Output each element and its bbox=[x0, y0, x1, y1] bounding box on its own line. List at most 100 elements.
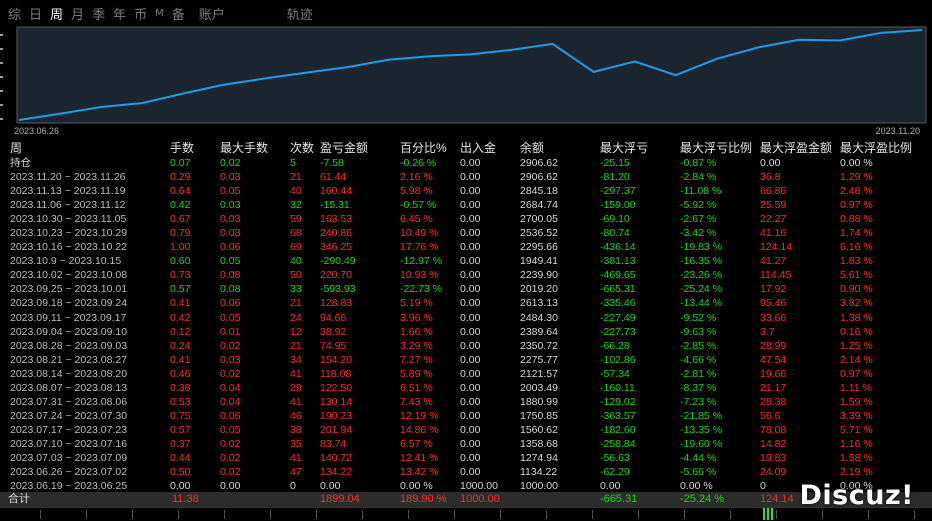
cell-pnl: 122.50 bbox=[320, 381, 352, 395]
tab-year[interactable]: 年 bbox=[113, 4, 126, 23]
cell-max-fp-pct: 3.39 % bbox=[840, 409, 873, 423]
cell-balance: 2121.57 bbox=[520, 367, 558, 381]
cell-balance: 1274.94 bbox=[520, 451, 558, 465]
cell-max-fp-pct: 0.90 % bbox=[840, 282, 873, 296]
col-lots-header[interactable]: 手数 bbox=[170, 141, 194, 156]
cell-balance: 1134.22 bbox=[520, 465, 557, 479]
cell-flow: 0.00 bbox=[460, 339, 480, 353]
col-max-float-profit-header[interactable]: 最大浮盈金额 bbox=[760, 141, 832, 156]
cell-pct: 10.93 % bbox=[400, 268, 439, 282]
cell-max-dd-pct: -3.42 % bbox=[680, 226, 716, 240]
tab-account[interactable]: 账户 bbox=[199, 4, 225, 23]
cell-balance: 2350.72 bbox=[520, 339, 558, 353]
cell-pct: -0.57 % bbox=[400, 198, 436, 212]
cell-max-lots: 0.02 bbox=[220, 367, 240, 381]
cell-pnl: 190.23 bbox=[320, 409, 352, 423]
cell-max-dd-pct: -2.85 % bbox=[680, 339, 716, 353]
cell-count: 40 bbox=[290, 184, 302, 198]
cell-max-dd: -227.49 bbox=[600, 311, 636, 325]
tab-week[interactable]: 周 bbox=[50, 4, 63, 23]
cell-pct: 1.66 % bbox=[400, 325, 433, 339]
cell-week: 2023.06.26 ~ 2023.07.02 bbox=[10, 465, 127, 479]
cell-lots: 0.73 bbox=[170, 268, 190, 282]
tab-day[interactable]: 日 bbox=[29, 4, 42, 23]
col-max-drawdown-header[interactable]: 最大浮亏 bbox=[600, 141, 648, 156]
cell-flow: 0.00 bbox=[460, 226, 480, 240]
col-balance-header[interactable]: 余额 bbox=[520, 141, 544, 156]
col-pnl-header[interactable]: 盈亏金额 bbox=[320, 141, 368, 156]
cell-pct: 3.29 % bbox=[400, 339, 433, 353]
cell-count: 29 bbox=[290, 381, 302, 395]
cell-max-dd-pct: -9.52 % bbox=[680, 311, 716, 325]
col-max-drawdown-pct-header[interactable]: 最大浮亏比例 bbox=[680, 141, 752, 156]
cell-flow: 0.00 bbox=[460, 367, 480, 381]
cell-max-fp-pct: 1.59 % bbox=[840, 395, 873, 409]
tab-currency[interactable]: 币 bbox=[134, 4, 147, 23]
tab-overview[interactable]: 综 bbox=[8, 4, 21, 23]
cell-max-lots: 0.06 bbox=[220, 240, 240, 254]
cell-balance: 2389.64 bbox=[520, 325, 558, 339]
col-week-header[interactable]: 周 bbox=[10, 141, 22, 156]
cell-week: 2023.10.16 ~ 2023.10.22 bbox=[10, 240, 127, 254]
cell-max-fp: 24.09 bbox=[760, 465, 786, 479]
cell-count: 46 bbox=[290, 409, 302, 423]
col-max-lots-header[interactable]: 最大手数 bbox=[220, 141, 268, 156]
col-pct-header[interactable]: 百分比% bbox=[400, 141, 447, 156]
cell-pct: 17.76 % bbox=[400, 240, 439, 254]
tab-month[interactable]: 月 bbox=[71, 4, 84, 23]
col-max-float-profit-pct-header[interactable]: 最大浮盈比例 bbox=[840, 141, 912, 156]
tab-notes[interactable]: 备 bbox=[172, 4, 185, 23]
cell-max-lots: 0.08 bbox=[220, 268, 240, 282]
cell-max-fp-pct: 2.14 % bbox=[840, 353, 873, 367]
tab-trajectory[interactable]: 轨迹 bbox=[287, 4, 313, 23]
cell-week: 2023.10.30 ~ 2023.11.05 bbox=[10, 212, 126, 226]
cell-max-dd-pct: -9.63 % bbox=[680, 325, 716, 339]
cell-week: 2023.10.02 ~ 2023.10.08 bbox=[10, 268, 127, 282]
cell-pct: 6.45 % bbox=[400, 212, 433, 226]
tab-m[interactable]: M bbox=[155, 8, 164, 19]
cell-lots: 0.64 bbox=[170, 184, 190, 198]
col-flow-header[interactable]: 出入金 bbox=[460, 141, 496, 156]
cell-max-dd: -66.28 bbox=[600, 339, 630, 353]
cell-week: 2023.10.23 ~ 2023.10.29 bbox=[10, 226, 127, 240]
tab-quarter[interactable]: 季 bbox=[92, 4, 105, 23]
cell-max-dd: -335.46 bbox=[600, 296, 636, 310]
time-tick bbox=[868, 510, 869, 519]
cell-week: 2023.08.28 ~ 2023.09.03 bbox=[10, 339, 127, 353]
col-count-header[interactable]: 次数 bbox=[290, 141, 314, 156]
cell-max-dd-pct: -21.85 % bbox=[680, 409, 722, 423]
cell-max-fp-pct: 0.00 % bbox=[840, 156, 873, 170]
cell-max-dd: -159.00 bbox=[600, 198, 636, 212]
cell-pnl: 240.86 bbox=[320, 226, 352, 240]
cell-lots: 0.42 bbox=[170, 198, 190, 212]
cell-week: 2023.07.17 ~ 2023.07.23 bbox=[10, 423, 127, 437]
cell-max-fp: 21.17 bbox=[760, 381, 786, 395]
cell-pnl: 163.53 bbox=[320, 212, 352, 226]
cell-count: 21 bbox=[290, 170, 302, 184]
cell-balance: 2484.30 bbox=[520, 311, 558, 325]
